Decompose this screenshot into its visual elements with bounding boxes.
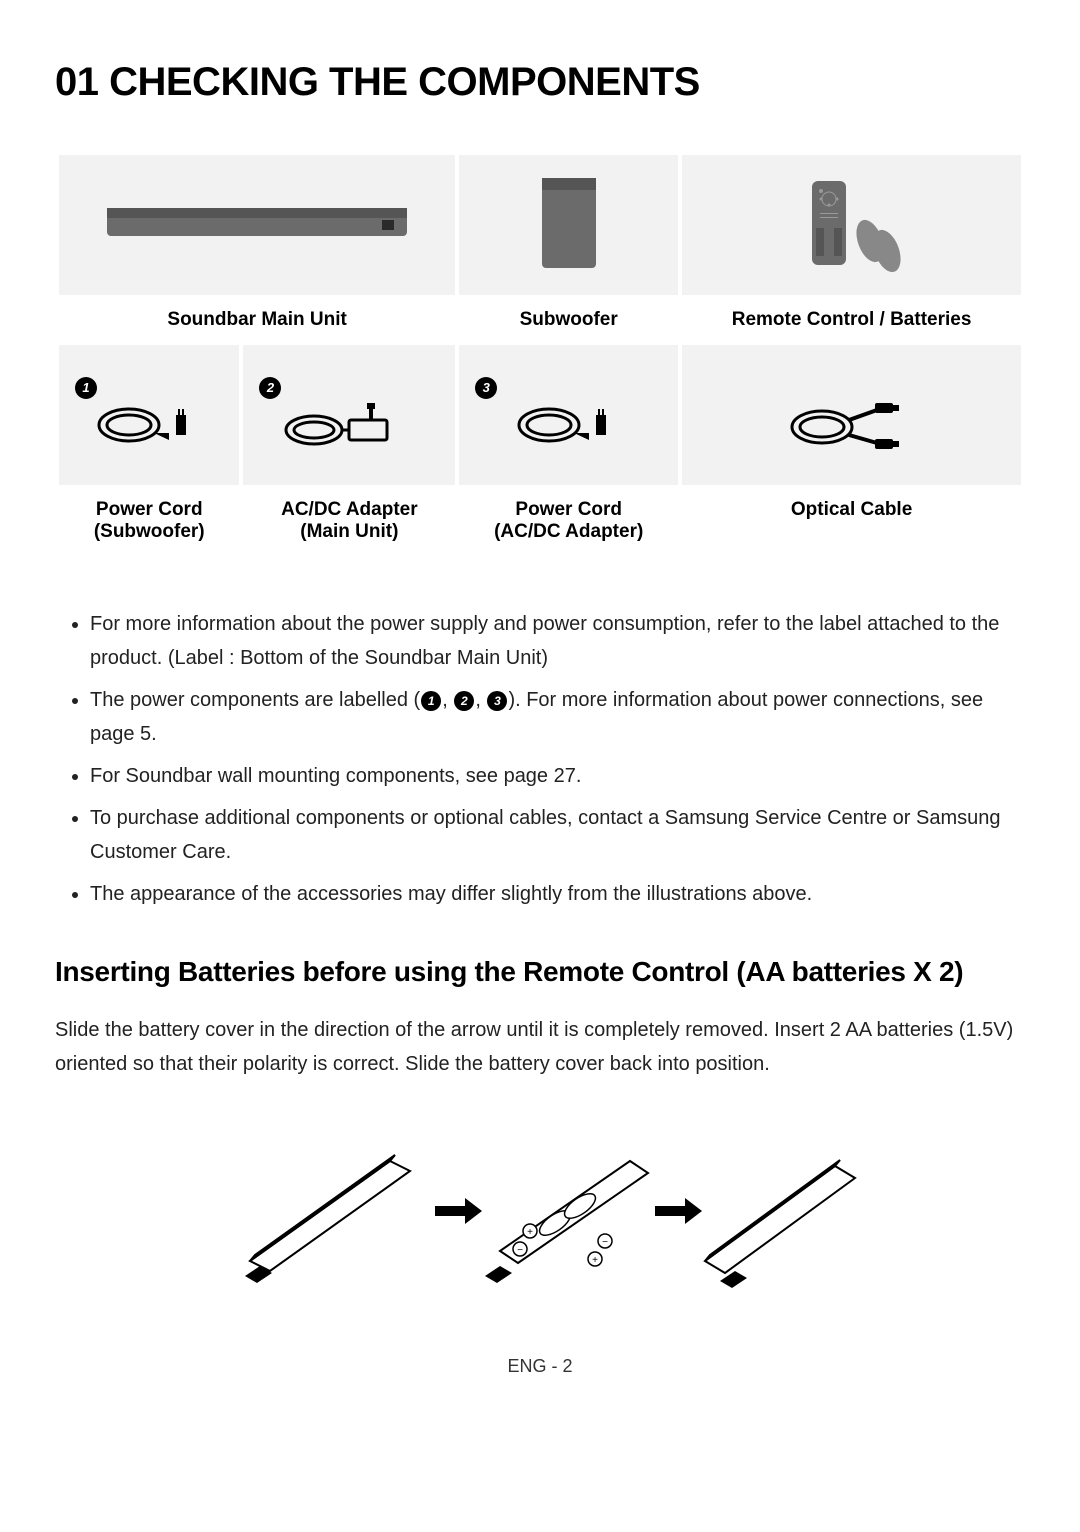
battery-section-body: Slide the battery cover in the direction… (55, 1013, 1025, 1081)
arrow-icon (655, 1198, 702, 1224)
label-sub: (Main Unit) (251, 521, 447, 543)
adapter-cell: 2 (243, 345, 455, 485)
note-item: The power components are labelled (1, 2,… (90, 683, 1025, 751)
soundbar-label: Soundbar Main Unit (59, 295, 455, 345)
badge-1: 1 (75, 377, 97, 399)
subwoofer-label: Subwoofer (459, 295, 678, 345)
note-item: For more information about the power sup… (90, 607, 1025, 675)
note-item: The appearance of the accessories may di… (90, 877, 1025, 911)
soundbar-cell (59, 155, 455, 295)
battery-insert-icon: + − − + (220, 1111, 860, 1291)
components-row1-images (59, 155, 1021, 295)
soundbar-icon (107, 198, 407, 248)
badge-3: 3 (475, 377, 497, 399)
label-text: Optical Cable (791, 499, 912, 520)
components-row1-labels: Soundbar Main Unit Subwoofer Remote Cont… (59, 295, 1021, 345)
adapter-label: AC/DC Adapter (Main Unit) (243, 485, 455, 557)
inline-badge-1: 1 (421, 691, 441, 711)
power-cord-sub-cell: 1 (59, 345, 239, 485)
optical-cable-icon (777, 385, 927, 455)
label-sub: (AC/DC Adapter) (467, 521, 670, 543)
power-cord-2-icon (504, 385, 634, 455)
inline-badge-3: 3 (487, 691, 507, 711)
battery-diagram: + − − + (55, 1111, 1025, 1296)
power-cord-icon (84, 385, 214, 455)
components-row2-images: 1 2 (59, 345, 1021, 485)
components-table: Soundbar Main Unit Subwoofer Remote Cont… (55, 155, 1025, 557)
note-text-pre: The power components are labelled ( (90, 689, 420, 711)
optical-cable-cell (682, 345, 1021, 485)
note-item: For Soundbar wall mounting components, s… (90, 759, 1025, 793)
label-text: AC/DC Adapter (281, 499, 418, 520)
svg-text:−: − (517, 1245, 523, 1256)
label-text: Power Cord (515, 499, 622, 520)
power-cord-adapter-cell: 3 (459, 345, 678, 485)
svg-text:−: − (602, 1237, 608, 1248)
adapter-icon (274, 385, 424, 455)
page-footer: ENG - 2 (55, 1356, 1025, 1377)
battery-section-heading: Inserting Batteries before using the Rem… (55, 956, 1025, 988)
page-title: 01 CHECKING THE COMPONENTS (55, 60, 1025, 105)
inline-badge-2: 2 (454, 691, 474, 711)
svg-text:+: + (592, 1255, 598, 1266)
power-cord-adapter-label: Power Cord (AC/DC Adapter) (459, 485, 678, 557)
power-cord-sub-label: Power Cord (Subwoofer) (59, 485, 239, 557)
note-item: To purchase additional components or opt… (90, 801, 1025, 869)
notes-list: For more information about the power sup… (55, 607, 1025, 911)
remote-cell (682, 155, 1021, 295)
label-sub: (Subwoofer) (67, 521, 231, 543)
components-row2-labels: Power Cord (Subwoofer) AC/DC Adapter (Ma… (59, 485, 1021, 557)
svg-text:+: + (527, 1227, 533, 1238)
optical-cable-label: Optical Cable (682, 485, 1021, 557)
subwoofer-cell (459, 155, 678, 295)
remote-label: Remote Control / Batteries (682, 295, 1021, 345)
arrow-icon (435, 1198, 482, 1224)
subwoofer-icon (534, 173, 604, 273)
label-text: Power Cord (96, 499, 203, 520)
remote-batteries-icon (792, 173, 912, 273)
